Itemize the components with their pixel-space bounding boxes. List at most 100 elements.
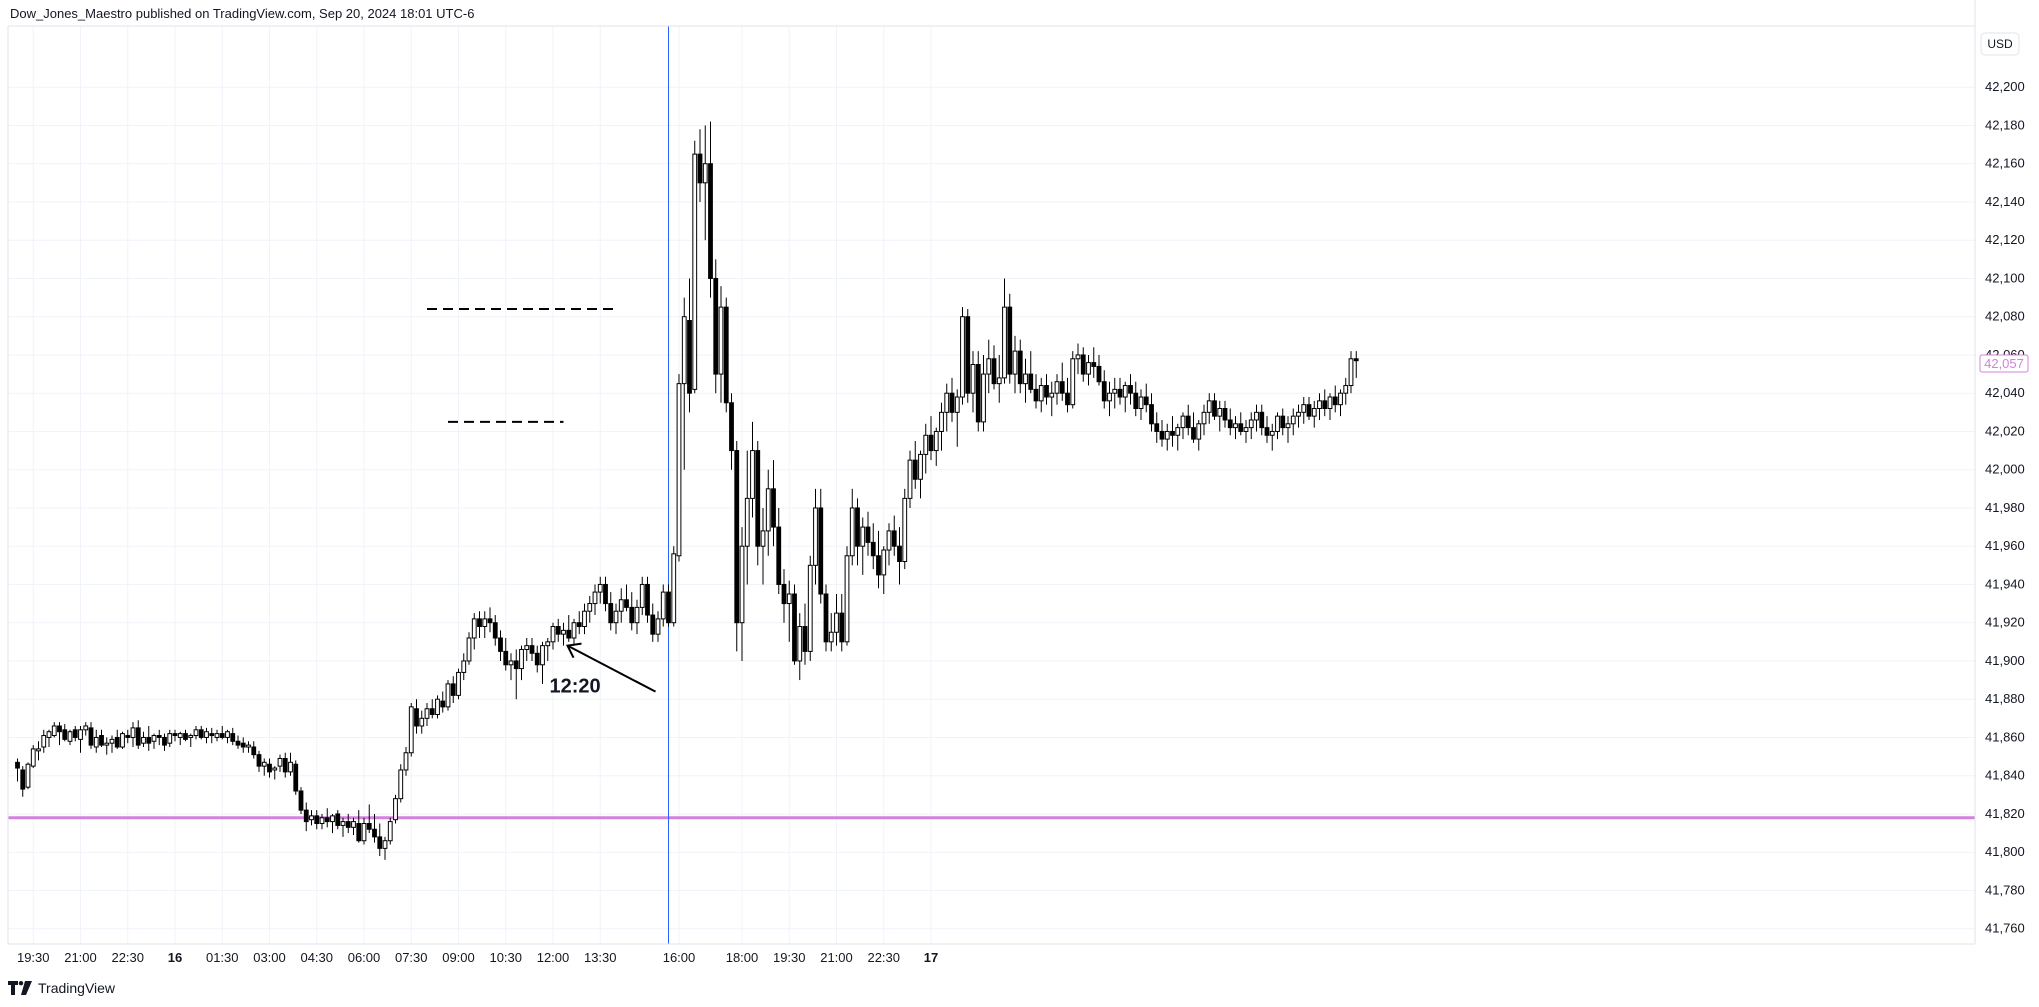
candle[interactable] (734, 441, 740, 652)
candle[interactable] (702, 125, 708, 241)
candle[interactable] (361, 817, 367, 845)
candle[interactable] (1096, 354, 1102, 386)
candle[interactable] (356, 810, 362, 843)
candle[interactable] (120, 731, 125, 749)
candle[interactable] (755, 441, 761, 566)
candle[interactable] (214, 729, 220, 742)
candle[interactable] (1065, 377, 1070, 413)
candle[interactable] (634, 599, 640, 635)
candle[interactable] (1196, 419, 1202, 451)
candle[interactable] (1086, 354, 1091, 386)
candle[interactable] (524, 638, 530, 661)
candle[interactable] (1112, 377, 1118, 409)
candle[interactable] (303, 802, 309, 832)
candle[interactable] (1332, 385, 1338, 413)
candle[interactable] (739, 527, 745, 661)
candle[interactable] (172, 729, 178, 742)
candle[interactable] (671, 546, 677, 627)
candle[interactable] (46, 729, 52, 748)
candle[interactable] (765, 469, 771, 556)
candle[interactable] (624, 584, 629, 612)
candle[interactable] (1175, 423, 1181, 451)
candle[interactable] (151, 733, 157, 749)
candle[interactable] (403, 747, 409, 776)
candle[interactable] (351, 817, 356, 835)
candle[interactable] (1217, 400, 1223, 432)
candle[interactable] (1143, 383, 1149, 413)
candle[interactable] (1280, 408, 1286, 436)
candle[interactable] (886, 523, 892, 566)
candle[interactable] (608, 592, 614, 631)
candle[interactable] (298, 787, 304, 814)
candle[interactable] (1154, 412, 1160, 443)
candle[interactable] (807, 555, 813, 661)
candle[interactable] (1254, 404, 1259, 432)
candle[interactable] (177, 731, 183, 746)
candle[interactable] (944, 383, 950, 432)
candle[interactable] (1028, 351, 1034, 394)
candle[interactable] (933, 427, 939, 466)
candle[interactable] (676, 374, 682, 562)
candle[interactable] (377, 823, 383, 857)
candle[interactable] (482, 611, 488, 638)
candle[interactable] (225, 729, 230, 744)
candle[interactable] (345, 813, 351, 834)
candle[interactable] (414, 699, 419, 734)
candle[interactable] (471, 613, 477, 650)
candle[interactable] (592, 584, 598, 616)
candle[interactable] (776, 507, 782, 595)
candle[interactable] (839, 594, 845, 652)
candle[interactable] (561, 622, 566, 646)
candle[interactable] (1038, 377, 1044, 413)
candle[interactable] (88, 722, 94, 749)
candle[interactable] (366, 804, 372, 834)
candle[interactable] (20, 766, 26, 797)
candle[interactable] (456, 668, 461, 700)
candle[interactable] (1248, 412, 1254, 440)
candle[interactable] (818, 488, 824, 604)
currency-badge[interactable]: USD (1980, 32, 2020, 56)
candle[interactable] (156, 729, 162, 746)
candle[interactable] (1033, 374, 1039, 409)
candle[interactable] (41, 729, 47, 753)
candle[interactable] (907, 450, 913, 508)
candle[interactable] (30, 745, 36, 769)
candle[interactable] (1191, 412, 1196, 443)
candle[interactable] (781, 569, 787, 623)
candle[interactable] (419, 710, 425, 734)
candle[interactable] (666, 584, 671, 627)
candle[interactable] (529, 638, 535, 661)
candle[interactable] (130, 722, 136, 748)
candle[interactable] (1290, 408, 1296, 436)
candle[interactable] (387, 817, 393, 845)
candle[interactable] (230, 727, 236, 746)
candle[interactable] (1201, 404, 1207, 436)
candle[interactable] (256, 750, 262, 772)
candle[interactable] (440, 691, 446, 713)
candle[interactable] (109, 735, 115, 753)
candle[interactable] (1012, 335, 1018, 394)
candle[interactable] (918, 450, 923, 499)
candle[interactable] (1264, 416, 1270, 443)
candle[interactable] (141, 731, 146, 748)
candle[interactable] (870, 523, 876, 570)
candle[interactable] (445, 680, 451, 711)
candle[interactable] (760, 507, 766, 585)
candle[interactable] (1259, 404, 1265, 436)
candle[interactable] (1117, 377, 1123, 405)
candle[interactable] (492, 615, 498, 646)
candle[interactable] (618, 588, 624, 623)
candle[interactable] (146, 725, 152, 751)
candle[interactable] (93, 729, 99, 753)
candle[interactable] (1049, 381, 1055, 417)
candle[interactable] (78, 725, 83, 753)
candle[interactable] (382, 836, 388, 860)
candle[interactable] (198, 725, 204, 740)
candle[interactable] (965, 309, 971, 403)
candle[interactable] (823, 584, 829, 652)
candle[interactable] (954, 389, 960, 447)
candle[interactable] (1311, 400, 1317, 428)
candle[interactable] (576, 611, 582, 635)
candle[interactable] (939, 402, 944, 451)
candle[interactable] (204, 727, 209, 744)
